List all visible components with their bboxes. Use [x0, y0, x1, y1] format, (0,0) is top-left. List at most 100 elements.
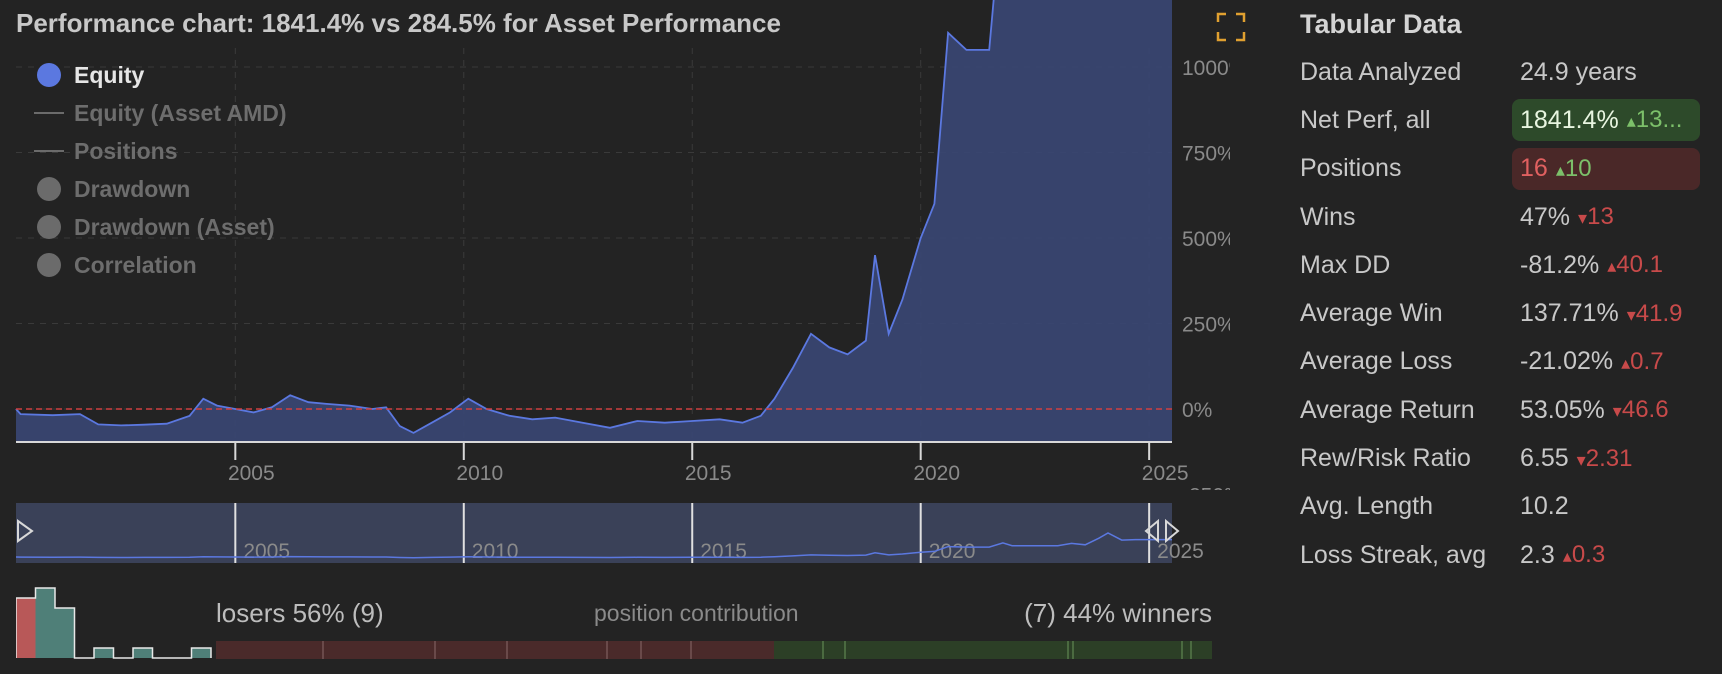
- histogram-bar: [94, 648, 114, 658]
- y-tick-label: 1000%: [1182, 57, 1230, 80]
- legend-label: Positions: [74, 137, 178, 164]
- value-number: 137.71%: [1520, 299, 1619, 328]
- row-key: Net Perf, all: [1300, 105, 1431, 134]
- row-value: 1841.4% ▴13...: [1512, 99, 1700, 142]
- row-value: 24.9 years: [1520, 58, 1637, 87]
- equity-chart[interactable]: 200520102015202020252500%2250%2000%1750%…: [0, 0, 1230, 490]
- table-row: Net Perf, all 1841.4% ▴13...: [1300, 96, 1712, 144]
- legend-label: Drawdown: [74, 175, 191, 202]
- navigator-label: 2010: [472, 540, 519, 563]
- x-tick-label: 2015: [685, 462, 732, 485]
- legend-item[interactable]: Equity: [34, 56, 287, 94]
- y-tick-label: -250%: [1182, 485, 1230, 491]
- legend-label: Equity: [74, 61, 145, 88]
- expand-icon[interactable]: [1216, 12, 1246, 42]
- arrow-up-icon: ▴: [1607, 256, 1617, 277]
- equity-area: [16, 0, 1172, 442]
- table-row: Max DD -81.2% ▴40.1: [1300, 241, 1712, 289]
- row-value: 6.55 ▾2.31: [1520, 444, 1632, 473]
- position-tick: [433, 641, 436, 659]
- legend-item[interactable]: Drawdown: [34, 170, 287, 208]
- position-tick: [1067, 641, 1070, 659]
- table-row: Average Loss -21.02% ▴0.7: [1300, 338, 1712, 386]
- table-row: Positions 16 ▴10: [1300, 145, 1712, 193]
- legend-dot-icon: [37, 177, 61, 201]
- contribution-bar: [216, 641, 1212, 659]
- change-indicator: ▴13...: [1627, 106, 1683, 134]
- value-number: 24.9 years: [1520, 57, 1637, 86]
- table-row: Rew/Risk Ratio 6.55 ▾2.31: [1300, 434, 1712, 482]
- change-indicator: ▾41.9: [1627, 300, 1683, 328]
- row-value: 10.2: [1520, 492, 1569, 521]
- change-value: 10: [1564, 154, 1592, 182]
- row-value: 2.3 ▴0.3: [1520, 541, 1605, 570]
- winners-label: (7) 44% winners: [1024, 598, 1212, 628]
- navigator-label: 2020: [929, 540, 976, 563]
- change-indicator: ▴10: [1556, 155, 1592, 183]
- navigator-label: 2025: [1157, 540, 1204, 563]
- legend-label: Equity (Asset AMD): [74, 99, 287, 126]
- table-row: Average Win 137.71% ▾41.9: [1300, 289, 1712, 337]
- right-handle-icon[interactable]: [1144, 518, 1180, 544]
- row-key: Rew/Risk Ratio: [1300, 444, 1471, 473]
- change-value: 0.3: [1571, 541, 1606, 569]
- losers-label: losers 56% (9): [216, 598, 384, 628]
- chart-title: Performance chart: 1841.4% vs 284.5% for…: [16, 8, 781, 38]
- histogram-bar: [55, 608, 75, 658]
- navigator-line: [16, 532, 1172, 559]
- position-tick: [1181, 641, 1184, 659]
- value-number: 10.2: [1520, 492, 1569, 521]
- change-indicator: ▴0.7: [1621, 348, 1663, 376]
- row-value: 53.05% ▾46.6: [1520, 396, 1669, 425]
- value-number: 47%: [1520, 202, 1571, 231]
- legend-dot-icon: [37, 63, 61, 87]
- row-key: Avg. Length: [1300, 492, 1433, 521]
- arrow-down-icon: ▾: [1626, 304, 1636, 325]
- table-row: Avg. Length 10.2: [1300, 483, 1712, 531]
- value-number: 2.3: [1520, 540, 1555, 569]
- legend-item[interactable]: Drawdown (Asset): [34, 208, 287, 246]
- position-tick: [506, 641, 509, 659]
- legend-line-icon: [34, 112, 64, 114]
- left-handle-icon[interactable]: [17, 519, 34, 543]
- row-key: Wins: [1300, 202, 1356, 231]
- arrow-up-icon: ▴: [1621, 352, 1631, 373]
- legend-item[interactable]: Positions: [34, 132, 287, 170]
- navigator-window: [16, 503, 1172, 563]
- x-tick-label: 2010: [456, 462, 503, 485]
- change-value: 13...: [1635, 106, 1683, 134]
- histogram-bar: [35, 588, 55, 658]
- x-tick-label: 2005: [228, 462, 275, 485]
- change-indicator: ▴0.3: [1563, 541, 1605, 569]
- winners-bar: [773, 641, 1212, 659]
- change-indicator: ▾46.6: [1613, 396, 1669, 424]
- arrow-down-icon: ▾: [1576, 449, 1586, 470]
- position-tick: [606, 641, 609, 659]
- value-number: -81.2%: [1520, 250, 1600, 279]
- legend-dot-icon: [37, 253, 61, 277]
- row-value: -21.02% ▴0.7: [1520, 347, 1664, 376]
- value-number: 16: [1520, 154, 1548, 183]
- position-tick: [321, 641, 324, 659]
- time-navigator[interactable]: 2005 2010 2015 2020 2025: [16, 503, 1216, 565]
- navigator-label: 2015: [700, 540, 747, 563]
- arrow-down-icon: ▾: [1578, 208, 1588, 229]
- row-value: 137.71% ▾41.9: [1520, 299, 1682, 328]
- tabular-data-panel: Tabular Data Data Analyzed 24.9 years Net …: [1300, 6, 1712, 579]
- legend-item[interactable]: Equity (Asset AMD): [34, 94, 287, 132]
- row-key: Max DD: [1300, 250, 1391, 279]
- y-tick-label: 750%: [1182, 143, 1230, 166]
- row-key: Average Return: [1300, 395, 1475, 424]
- losers-bar: [216, 641, 774, 659]
- histogram-bar: [133, 648, 153, 658]
- row-key: Loss Streak, avg: [1300, 540, 1487, 569]
- arrow-down-icon: ▾: [1612, 401, 1622, 422]
- change-indicator: ▾13: [1578, 203, 1614, 231]
- legend-item[interactable]: Correlation: [34, 246, 287, 284]
- row-key: Data Analyzed: [1300, 57, 1462, 86]
- table-row: Loss Streak, avg 2.3 ▴0.3: [1300, 531, 1712, 579]
- y-tick-label: 0%: [1182, 399, 1212, 422]
- row-value: -81.2% ▴40.1: [1520, 251, 1663, 280]
- y-tick-label: 250%: [1182, 314, 1230, 337]
- table-row: Wins 47% ▾13: [1300, 193, 1712, 241]
